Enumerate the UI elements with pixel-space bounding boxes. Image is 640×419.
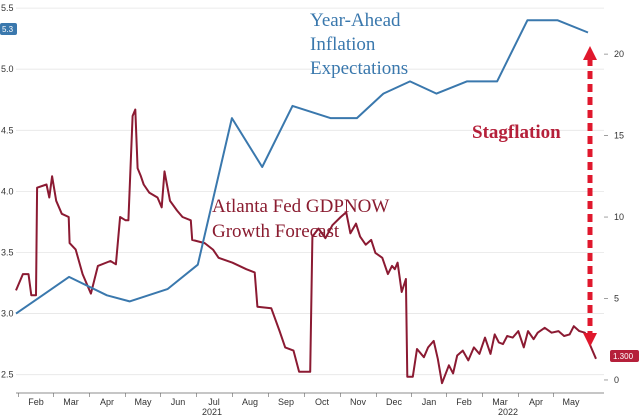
- x-tick-label: Sep: [278, 397, 294, 407]
- inflation-annotation-line1: Year-Ahead: [310, 10, 401, 31]
- x-tick-label: Aug: [242, 397, 258, 407]
- x-tick-label: May: [134, 397, 152, 407]
- x-tick-label: Mar: [63, 397, 79, 407]
- left-tick-label: 5.5: [1, 3, 14, 13]
- x-tick-label: Apr: [100, 397, 114, 407]
- stagflation-arrow-head-top: [583, 46, 597, 60]
- left-tick-label: 4.5: [1, 125, 14, 135]
- left-tick-label: 3.5: [1, 247, 14, 257]
- x-tick-label: Feb: [456, 397, 472, 407]
- left-tick-label: 3.0: [1, 309, 14, 319]
- right-tick-label: 0: [614, 375, 619, 385]
- left-tick-label: 2.5: [1, 370, 14, 380]
- stagflation-annotation: Stagflation: [472, 122, 561, 143]
- gdp-series-line: [15, 108, 597, 385]
- gdp-annotation-line2: Growth Forecast: [212, 221, 340, 242]
- left-axis-ticks: 2.5 3.0 3.5 4.0 4.5 5.0 5.5: [1, 3, 14, 380]
- inflation-annotation-line2: Inflation: [310, 34, 376, 55]
- right-tick-label: 5: [614, 294, 619, 304]
- x-axis-ticks: Feb Mar Apr May Jun Jul Aug Sep Oct Nov Dec Jan Feb M…: [18, 393, 580, 407]
- right-tick-label: 20: [614, 49, 624, 59]
- x-tick-label: Dec: [386, 397, 403, 407]
- x-tick-label: Apr: [529, 397, 543, 407]
- x-tick-label: Feb: [28, 397, 44, 407]
- inflation-badge-box: [0, 23, 17, 35]
- year-label-2022: 2022: [498, 407, 518, 417]
- x-tick-label: Mar: [492, 397, 508, 407]
- year-label-2021: 2021: [202, 407, 222, 417]
- right-tick-label: 15: [614, 131, 624, 141]
- stagflation-arrow-head-bottom: [583, 333, 597, 347]
- right-axis-ticks: 0 5 10 15 20: [604, 49, 624, 385]
- inflation-series-line: [15, 19, 589, 315]
- gdp-last-value-badge: 1.300: [610, 350, 639, 362]
- gdp-annotation-line1: Atlanta Fed GDPNOW: [212, 196, 389, 217]
- x-tick-label: Oct: [315, 397, 330, 407]
- inflation-annotation-line3: Expectations: [310, 58, 408, 79]
- x-tick-label: Nov: [350, 397, 367, 407]
- x-tick-label: Jun: [171, 397, 186, 407]
- right-tick-label: 10: [614, 212, 624, 222]
- x-tick-label: Jul: [208, 397, 220, 407]
- left-tick-label: 4.0: [1, 186, 14, 196]
- inflation-last-value-badge: 5.3: [0, 23, 17, 35]
- inflation-badge-text: 5.3: [2, 25, 14, 34]
- grid-lines: [16, 7, 604, 376]
- left-tick-label: 5.0: [1, 64, 14, 74]
- gdp-badge-box: [610, 350, 639, 362]
- x-tick-label: May: [562, 397, 580, 407]
- stagflation-arrow: [583, 46, 597, 347]
- x-tick-label: Jan: [422, 397, 437, 407]
- gdp-badge-text: 1.300: [613, 352, 634, 361]
